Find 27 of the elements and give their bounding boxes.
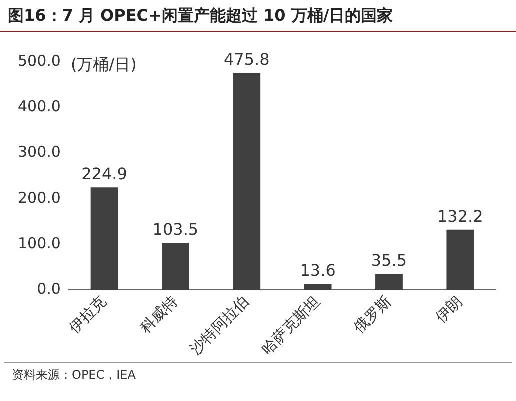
x-tick-label: 伊朗: [432, 292, 466, 326]
bar: [304, 284, 332, 290]
data-label: 103.5: [152, 220, 199, 240]
y-tick-label: 0.0: [37, 280, 61, 298]
data-label: 132.2: [438, 207, 484, 226]
y-tick-label: 400.0: [18, 98, 61, 116]
data-label: 35.5: [371, 251, 408, 270]
bar: [446, 230, 474, 290]
x-tick-label: 哈萨克斯坦: [258, 292, 324, 358]
y-tick-label: 200.0: [18, 188, 61, 207]
x-tick-label: 俄罗斯: [350, 292, 395, 337]
x-tick-label: 科威特: [136, 292, 182, 337]
bar: [90, 188, 118, 290]
y-tick-label: 100.0: [18, 234, 61, 252]
chart-title: 图16：7 月 OPEC+闲置产能超过 10 万桶/日的国家: [0, 0, 516, 32]
x-tick-label: 伊拉克: [66, 292, 110, 337]
x-tick-label: 沙特阿拉伯: [186, 292, 252, 358]
bar: [376, 274, 403, 290]
y-tick-label: 300.0: [18, 143, 61, 162]
bar: [162, 242, 190, 290]
y-tick-label: 500.0: [18, 52, 61, 70]
bar: [233, 73, 261, 290]
data-label: 224.9: [82, 164, 128, 184]
data-label: 475.8: [224, 50, 270, 70]
data-label: 13.6: [300, 261, 336, 280]
y-axis-title: (万桶/日): [70, 55, 137, 74]
text: 资料来源：OPEC，IEA: [4, 362, 512, 388]
